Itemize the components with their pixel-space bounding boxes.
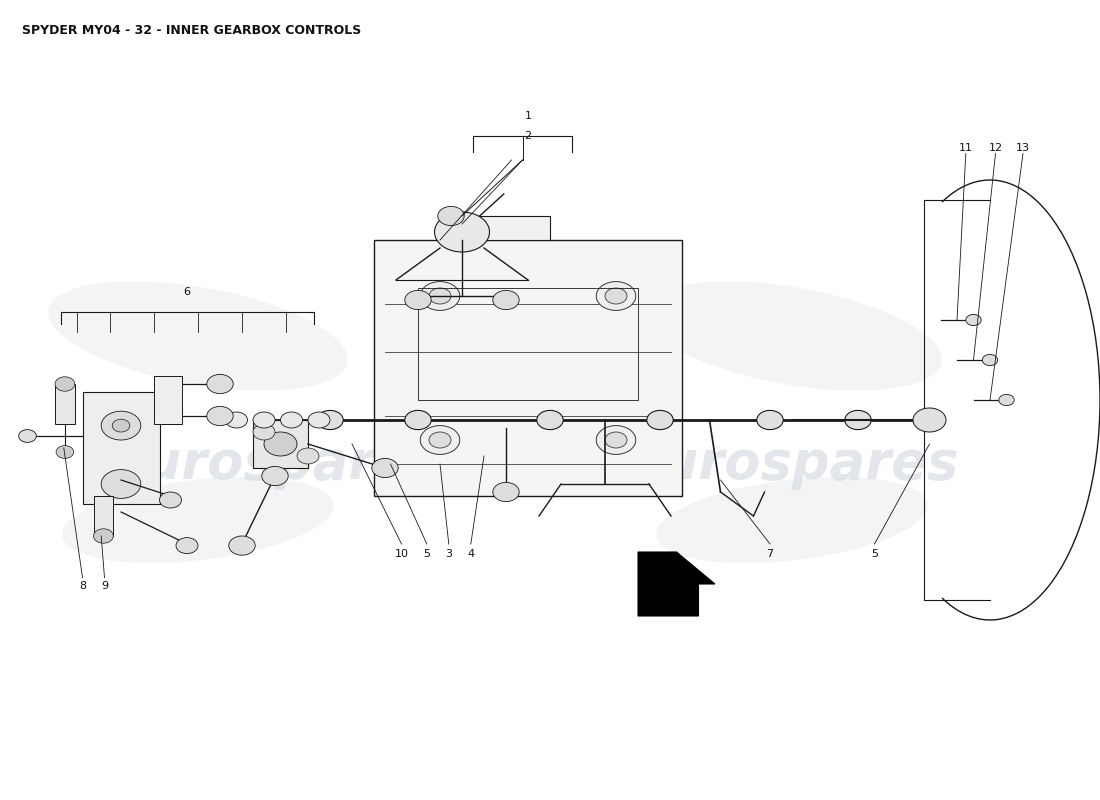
Polygon shape xyxy=(638,552,715,616)
Circle shape xyxy=(372,458,398,478)
Text: eurospares: eurospares xyxy=(625,438,959,490)
Circle shape xyxy=(101,411,141,440)
Text: 2: 2 xyxy=(525,131,531,141)
Circle shape xyxy=(438,206,464,226)
Circle shape xyxy=(207,406,233,426)
Circle shape xyxy=(537,410,563,430)
Circle shape xyxy=(999,394,1014,406)
Circle shape xyxy=(493,290,519,310)
Text: 5: 5 xyxy=(424,549,430,558)
Bar xyxy=(82,392,160,504)
Circle shape xyxy=(605,288,627,304)
Circle shape xyxy=(405,290,431,310)
Circle shape xyxy=(405,410,431,430)
Circle shape xyxy=(757,410,783,430)
Bar xyxy=(418,288,638,400)
Text: 4: 4 xyxy=(468,549,474,558)
Circle shape xyxy=(297,448,319,464)
Circle shape xyxy=(429,432,451,448)
Circle shape xyxy=(264,432,297,456)
Circle shape xyxy=(845,410,871,430)
Text: 8: 8 xyxy=(79,581,86,590)
Ellipse shape xyxy=(642,282,942,390)
Circle shape xyxy=(605,432,627,448)
Circle shape xyxy=(420,282,460,310)
Ellipse shape xyxy=(63,477,333,563)
Text: 6: 6 xyxy=(184,287,190,297)
Text: 10: 10 xyxy=(395,549,408,558)
Text: 3: 3 xyxy=(446,549,452,558)
Text: SPYDER MY04 - 32 - INNER GEARBOX CONTROLS: SPYDER MY04 - 32 - INNER GEARBOX CONTROL… xyxy=(22,24,361,37)
Bar xyxy=(440,216,550,240)
Circle shape xyxy=(19,430,36,442)
Text: 12: 12 xyxy=(989,143,1002,153)
Circle shape xyxy=(596,282,636,310)
Circle shape xyxy=(253,424,275,440)
Circle shape xyxy=(596,426,636,454)
Circle shape xyxy=(317,410,343,430)
Text: 5: 5 xyxy=(871,549,878,558)
Bar xyxy=(154,376,182,424)
Bar xyxy=(253,420,308,468)
Circle shape xyxy=(207,374,233,394)
Circle shape xyxy=(420,426,460,454)
Circle shape xyxy=(966,314,981,326)
Circle shape xyxy=(253,412,275,428)
Circle shape xyxy=(101,470,141,498)
Text: 13: 13 xyxy=(1016,143,1030,153)
Text: eurospares: eurospares xyxy=(108,438,442,490)
Bar xyxy=(55,384,75,424)
Circle shape xyxy=(429,288,451,304)
Circle shape xyxy=(112,419,130,432)
Circle shape xyxy=(280,412,302,428)
Circle shape xyxy=(160,492,182,508)
Text: 9: 9 xyxy=(101,581,108,590)
Circle shape xyxy=(308,412,330,428)
Circle shape xyxy=(176,538,198,554)
Circle shape xyxy=(647,410,673,430)
Ellipse shape xyxy=(48,282,348,390)
Circle shape xyxy=(262,466,288,486)
Text: 11: 11 xyxy=(959,143,972,153)
Text: 7: 7 xyxy=(767,549,773,558)
Bar xyxy=(374,240,682,496)
Circle shape xyxy=(913,408,946,432)
Circle shape xyxy=(493,482,519,502)
Bar xyxy=(94,496,113,536)
Circle shape xyxy=(982,354,998,366)
Circle shape xyxy=(229,536,255,555)
Circle shape xyxy=(94,529,113,543)
Circle shape xyxy=(434,212,490,252)
Circle shape xyxy=(226,412,248,428)
Circle shape xyxy=(56,446,74,458)
Text: 1: 1 xyxy=(525,111,531,121)
Circle shape xyxy=(55,377,75,391)
Ellipse shape xyxy=(657,477,927,563)
